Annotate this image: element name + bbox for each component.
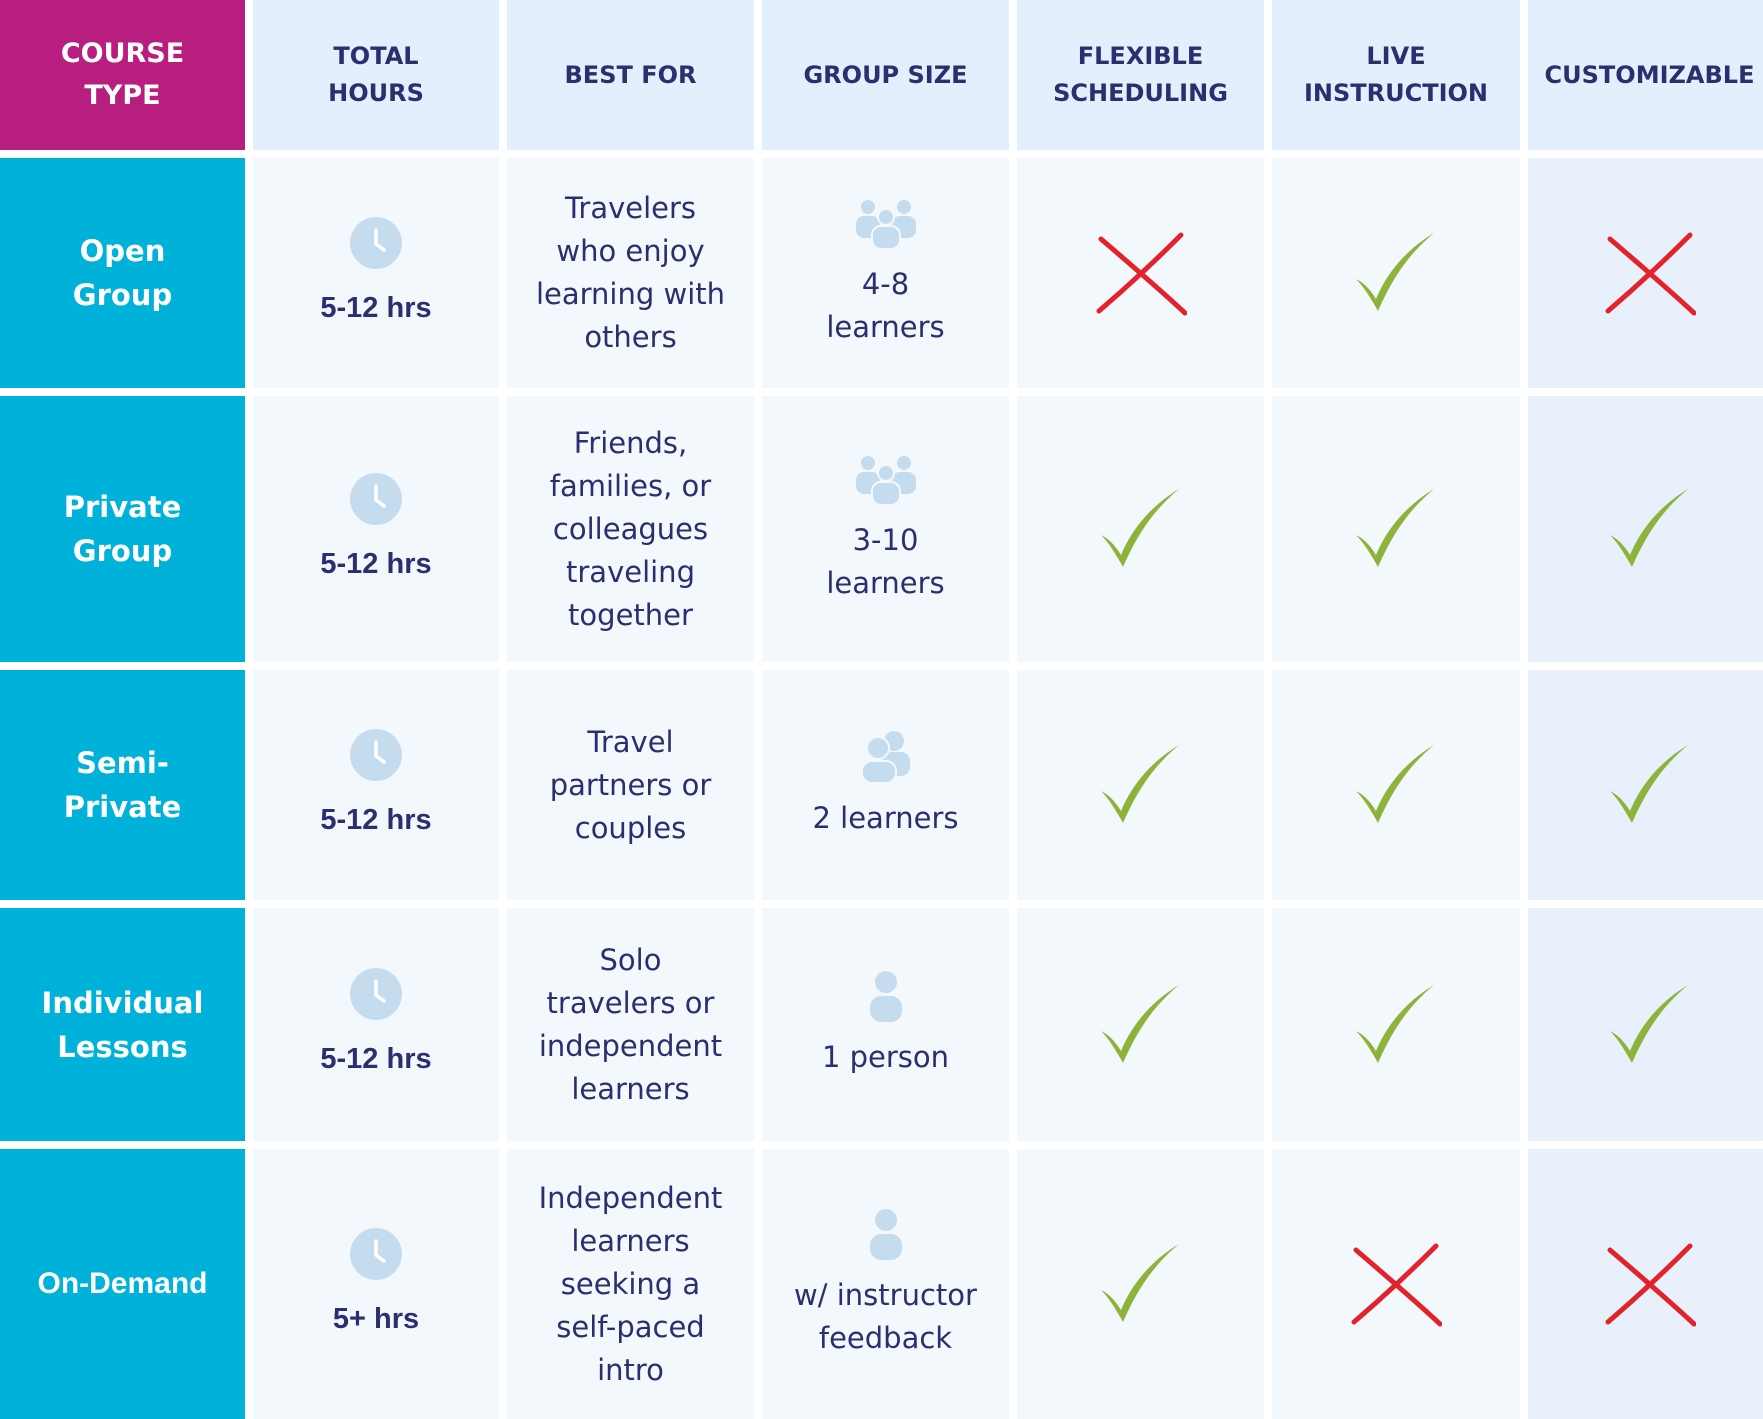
pair-icon [860, 730, 910, 783]
check-icon [1609, 984, 1688, 1063]
customizable-cell [1528, 158, 1763, 388]
live-instruction-cell [1272, 1149, 1520, 1419]
live-instruction-cell [1272, 396, 1520, 662]
best-for-text: Travelers who enjoy learning with others [535, 191, 726, 354]
best-for-text: Travel partners or couples [549, 724, 712, 845]
course-type-label: Individual Lessons [41, 985, 204, 1064]
header-live-instruction-label: LIVE INSTRUCTION [1303, 42, 1489, 107]
header-total-hours-label: TOTAL HOURS [328, 42, 424, 107]
cross-icon [1096, 232, 1187, 316]
customizable-cell [1528, 396, 1763, 662]
live-instruction-cell [1272, 908, 1520, 1141]
total-hours-value: 5-12 hrs [320, 547, 432, 580]
clock-icon [350, 216, 402, 269]
flexible-scheduling-cell [1017, 158, 1264, 388]
best-for-text: Independent learners seeking a self-pace… [538, 1180, 723, 1387]
check-icon [1100, 489, 1179, 567]
check-icon [1356, 489, 1434, 567]
group-size-cell: 2 learners [762, 670, 1009, 900]
best-for-text: Solo travelers or independent learners [538, 942, 723, 1106]
flexible-scheduling-cell [1017, 1149, 1264, 1419]
total-hours-value: 5-12 hrs [320, 291, 432, 324]
course-type-label: On-Demand [37, 1267, 208, 1300]
total-hours-cell: 5-12 hrs [253, 908, 499, 1141]
clock-icon [350, 728, 402, 781]
clock-icon [350, 968, 402, 1020]
header-customizable: CUSTOMIZABLE [1528, 0, 1763, 150]
total-hours-cell: 5-12 hrs [253, 158, 499, 388]
header-best-for: BEST FOR [507, 0, 754, 150]
check-icon [1609, 745, 1688, 823]
course-type-label: Private Group [63, 490, 182, 568]
group-size-text: 2 learners [812, 800, 959, 835]
live-instruction-cell [1272, 670, 1520, 900]
flexible-scheduling-cell [1017, 670, 1264, 900]
group-icon [855, 200, 916, 249]
group-size-text: 1 person [821, 1040, 950, 1074]
group-size-cell: w/ instructor feedback [762, 1149, 1009, 1419]
clock-icon [350, 472, 402, 525]
best-for-cell: Solo travelers or independent learners [507, 908, 754, 1141]
check-icon [1356, 745, 1434, 823]
total-hours-cell: 5+ hrs [253, 1149, 499, 1419]
header-customizable-label: CUSTOMIZABLE [1544, 60, 1755, 89]
cross-icon [1351, 1243, 1442, 1327]
row-header-individual-lessons: Individual Lessons [0, 908, 245, 1141]
group-icon [855, 456, 916, 505]
check-icon [1100, 745, 1179, 823]
total-hours-cell: 5-12 hrs [253, 396, 499, 662]
best-for-text: Friends, families, or colleagues traveli… [549, 425, 712, 632]
header-group-size-label: GROUP SIZE [803, 60, 968, 89]
cross-icon [1605, 1243, 1696, 1327]
check-icon [1100, 984, 1179, 1063]
row-header-semi-private: Semi- Private [0, 670, 245, 900]
header-total-hours: TOTAL HOURS [253, 0, 499, 150]
best-for-cell: Independent learners seeking a self-pace… [507, 1149, 754, 1419]
header-flexible-scheduling-label: FLEXIBLE SCHEDULING [1053, 42, 1228, 107]
total-hours-value: 5-12 hrs [320, 803, 432, 836]
check-icon [1100, 1244, 1179, 1322]
header-course-type-label: COURSE TYPE [60, 38, 185, 111]
clock-icon [350, 1227, 402, 1280]
row-header-private-group: Private Group [0, 396, 245, 662]
best-for-cell: Travel partners or couples [507, 670, 754, 900]
live-instruction-cell [1272, 158, 1520, 388]
group-size-cell: 3-10 learners [762, 396, 1009, 662]
customizable-cell [1528, 1149, 1763, 1419]
header-group-size: GROUP SIZE [762, 0, 1009, 150]
header-live-instruction: LIVE INSTRUCTION [1272, 0, 1520, 150]
customizable-cell [1528, 670, 1763, 900]
header-flexible-scheduling: FLEXIBLE SCHEDULING [1017, 0, 1264, 150]
check-icon [1609, 489, 1688, 567]
check-icon [1356, 984, 1434, 1063]
total-hours-value: 5-12 hrs [320, 1043, 432, 1075]
flexible-scheduling-cell [1017, 396, 1264, 662]
best-for-cell: Travelers who enjoy learning with others [507, 158, 754, 388]
customizable-cell [1528, 908, 1763, 1141]
check-icon [1356, 233, 1434, 311]
total-hours-cell: 5-12 hrs [253, 670, 499, 900]
course-type-label: Open Group [72, 234, 173, 312]
group-size-text: w/ instructor feedback [794, 1278, 977, 1355]
person-icon [869, 1209, 902, 1260]
group-size-cell: 4-8 learners [762, 158, 1009, 388]
row-header-on-demand: On-Demand [0, 1149, 245, 1419]
total-hours-value: 5+ hrs [332, 1302, 420, 1335]
header-course-type: COURSE TYPE [0, 0, 245, 150]
person-icon [869, 971, 902, 1022]
group-size-text: 4-8 learners [826, 267, 945, 344]
group-size-text: 3-10 learners [826, 523, 945, 600]
group-size-cell: 1 person [762, 908, 1009, 1141]
flexible-scheduling-cell [1017, 908, 1264, 1141]
best-for-cell: Friends, families, or colleagues traveli… [507, 396, 754, 662]
cross-icon [1605, 232, 1696, 316]
course-type-label: Semi- Private [63, 746, 182, 824]
row-header-open-group: Open Group [0, 158, 245, 388]
header-best-for-label: BEST FOR [564, 60, 697, 89]
